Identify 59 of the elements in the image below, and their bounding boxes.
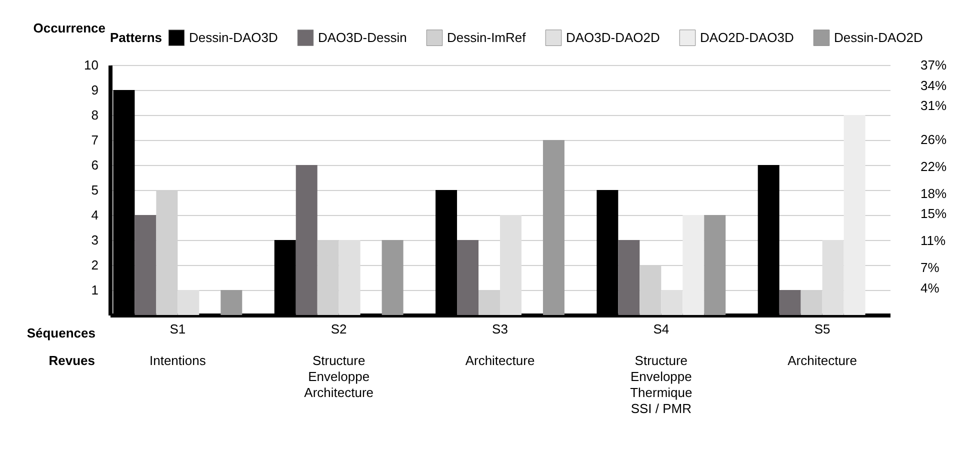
legend-title: Patterns [110,30,162,45]
bar [317,240,339,315]
legend-label: DAO2D-DAO3D [700,30,794,45]
y2-tick-label: 15% [920,206,947,222]
bar [478,290,500,315]
y-tick-label: 7 [91,132,98,148]
y2-tick-label: 4% [920,280,940,296]
x-axis-title: Séquences [26,326,96,340]
y-tick-label: 10 [84,58,98,72]
legend-label: Dessin-ImRef [447,30,526,45]
y2-tick-label: 37% [920,58,947,72]
bar [822,240,844,315]
y-axis-title: Occurrence [33,20,106,36]
y2-tick-label: 7% [920,260,940,276]
text: Architecture [465,353,535,368]
bar [542,140,564,315]
text: Intentions [150,353,206,368]
y2-tick-label: 18% [920,186,947,201]
bar [704,215,726,315]
bar [178,290,200,315]
y2-tick-label: 34% [920,78,947,93]
y2-tick-label: 26% [920,132,947,147]
bar [220,290,242,315]
bar [618,240,640,315]
bar [134,215,156,315]
legend-label: DAO3D-DAO2D [566,30,660,45]
x-tick-label: S3 [492,322,508,336]
x-tick-label: S4 [653,322,670,336]
bar [682,215,704,315]
text: Revues [48,353,95,368]
x-tick-label: S5 [814,322,830,336]
text: Structure Enveloppe Thermique SSI / PMR [630,353,692,416]
y2-tick-label: 11% [920,233,946,248]
bar [844,115,866,315]
y-tick-label: 1 [91,282,98,298]
legend-label: Dessin-DAO2D [834,30,923,45]
bar [457,240,479,315]
y-tick-label: 5 [91,182,98,198]
y2-tick-label: 31% [920,98,947,114]
text: Structure Enveloppe Architecture [304,353,374,400]
bar [296,165,318,315]
y-tick-label: 4 [91,208,98,222]
y-tick-label: 8 [91,108,98,122]
bar [338,240,360,315]
bar [800,290,822,315]
x-tick-label: S2 [330,322,347,336]
bar [382,240,404,315]
text: Architecture [788,353,857,368]
legend-label: DAO3D-Dessin [318,30,407,45]
y-tick-label: 2 [91,258,98,272]
y-tick-label: 3 [91,232,98,248]
bar [500,215,522,315]
bar [661,290,683,315]
y-tick-label: 9 [91,82,98,98]
x-tick-label: S1 [170,322,186,336]
bar [779,290,801,315]
y2-tick-label: 22% [920,158,947,174]
y-tick-label: 6 [91,158,98,172]
legend-label: Dessin-DAO3D [189,30,278,45]
